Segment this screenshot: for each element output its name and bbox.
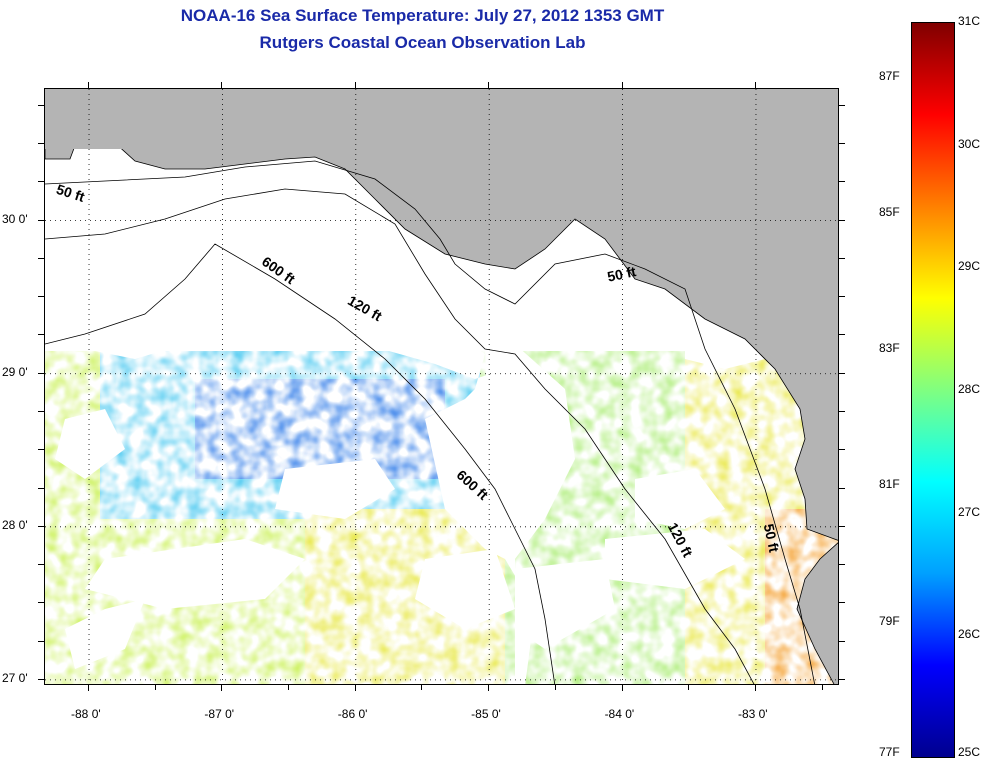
contour-label: 50 ft xyxy=(761,522,783,554)
minor-tick-mark xyxy=(688,685,690,690)
minor-tick-mark xyxy=(38,602,44,604)
minor-tick-mark xyxy=(38,257,44,259)
minor-tick-mark xyxy=(38,296,44,298)
map-subtitle: Rutgers Coastal Ocean Observation Lab xyxy=(259,33,586,52)
colorbar-fahrenheit-label: 87F xyxy=(879,68,900,83)
contour-120ft xyxy=(45,188,755,684)
colorbar-celsius-label: 26C xyxy=(958,627,981,642)
longitude-tick-label: -84 0' xyxy=(604,707,635,721)
minor-tick-mark xyxy=(821,685,823,690)
minor-tick-mark xyxy=(38,564,44,566)
tick-mark xyxy=(621,82,623,88)
land-fill-north xyxy=(45,89,838,139)
colorbar-celsius-label: 29C xyxy=(958,259,981,274)
longitude-tick-label: -88 0' xyxy=(71,707,101,721)
no-data-gap xyxy=(485,344,575,559)
contour-600ft xyxy=(45,243,556,684)
minor-tick-mark xyxy=(621,685,623,690)
longitude-tick-label: -83 0' xyxy=(737,707,768,721)
no-data-patch-7 xyxy=(515,559,615,649)
no-data-patch-6 xyxy=(605,529,745,589)
no-data-patch-5 xyxy=(635,469,725,529)
land-mass xyxy=(45,89,838,684)
colorbar-celsius-label: 25C xyxy=(958,745,981,759)
minor-tick-mark xyxy=(554,685,556,690)
minor-tick-mark xyxy=(88,685,90,690)
colorbar-celsius-label: 28C xyxy=(958,382,981,396)
colorbar-fahrenheit-label: 83F xyxy=(879,341,900,356)
minor-tick-mark xyxy=(839,487,845,489)
colorbar-celsius-label: 31C xyxy=(958,14,981,28)
minor-tick-mark xyxy=(488,685,490,690)
no-data-patch-3 xyxy=(65,599,145,669)
latitude-tick-label: 30 0' xyxy=(2,211,28,226)
minor-tick-mark xyxy=(38,640,44,642)
minor-tick-mark xyxy=(38,219,44,221)
minor-tick-mark xyxy=(839,104,845,106)
colorbar-celsius-label: 30C xyxy=(958,136,981,151)
tick-mark xyxy=(488,82,490,88)
longitude-tick-label: -87 0' xyxy=(204,707,235,721)
minor-tick-mark xyxy=(839,678,845,680)
minor-tick-mark xyxy=(839,219,845,221)
colorbar-fahrenheit-label: 85F xyxy=(879,204,900,219)
minor-tick-mark xyxy=(221,685,223,690)
minor-tick-mark xyxy=(839,449,845,451)
minor-tick-mark xyxy=(38,143,44,145)
minor-tick-mark xyxy=(38,334,44,336)
minor-tick-mark xyxy=(38,181,44,183)
latitude-tick-label: 28 0' xyxy=(2,517,28,532)
minor-tick-mark xyxy=(839,564,845,566)
minor-tick-mark xyxy=(38,525,44,527)
no-data-west-patch xyxy=(55,409,125,479)
minor-tick-mark xyxy=(839,334,845,336)
minor-tick-mark xyxy=(154,685,156,690)
minor-tick-mark xyxy=(839,602,845,604)
tick-mark xyxy=(88,82,90,88)
sst-cold-core xyxy=(195,379,445,479)
tick-mark xyxy=(221,82,223,88)
minor-tick-mark xyxy=(754,685,756,690)
latitude-tick-label: 29 0' xyxy=(2,364,28,379)
colorbar-fahrenheit-label: 77F xyxy=(879,745,900,759)
colorbar-fahrenheit-label: 81F xyxy=(879,477,900,492)
minor-tick-mark xyxy=(38,449,44,451)
minor-tick-mark xyxy=(38,104,44,106)
longitude-tick-label: -85 0' xyxy=(471,707,501,721)
minor-tick-mark xyxy=(421,685,423,690)
minor-tick-mark xyxy=(839,640,845,642)
tick-mark xyxy=(354,82,356,88)
colorbar-celsius-label: 27C xyxy=(958,504,981,519)
minor-tick-mark xyxy=(839,143,845,145)
minor-tick-mark xyxy=(38,372,44,374)
minor-tick-mark xyxy=(38,487,44,489)
minor-tick-mark xyxy=(839,372,845,374)
contour-label: 50 ft xyxy=(606,263,638,285)
minor-tick-mark xyxy=(839,296,845,298)
latitude-tick-label: 27 0' xyxy=(2,670,28,685)
minor-tick-mark xyxy=(839,181,845,183)
minor-tick-mark xyxy=(839,257,845,259)
tick-mark xyxy=(754,82,756,88)
minor-tick-mark xyxy=(839,525,845,527)
bathymetry-contours xyxy=(45,160,816,684)
no-data-patch-2 xyxy=(85,539,305,609)
minor-tick-mark xyxy=(288,685,290,690)
colorbar-fahrenheit-label: 79F xyxy=(879,613,900,628)
minor-tick-mark xyxy=(38,678,44,680)
longitude-tick-label: -86 0' xyxy=(337,707,368,721)
minor-tick-mark xyxy=(839,410,845,412)
no-data-patch-4 xyxy=(415,549,515,629)
temperature-colorbar xyxy=(911,22,955,758)
contour-50ft xyxy=(45,160,816,684)
minor-tick-mark xyxy=(38,410,44,412)
sst-map: 50 ft 600 ft 120 ft 50 ft 600 ft 120 ft 50 ft xyxy=(44,88,839,685)
map-title: NOAA-16 Sea Surface Temperature: July 27… xyxy=(180,6,665,25)
minor-tick-mark xyxy=(354,685,356,690)
no-data-patch-1 xyxy=(275,459,395,519)
